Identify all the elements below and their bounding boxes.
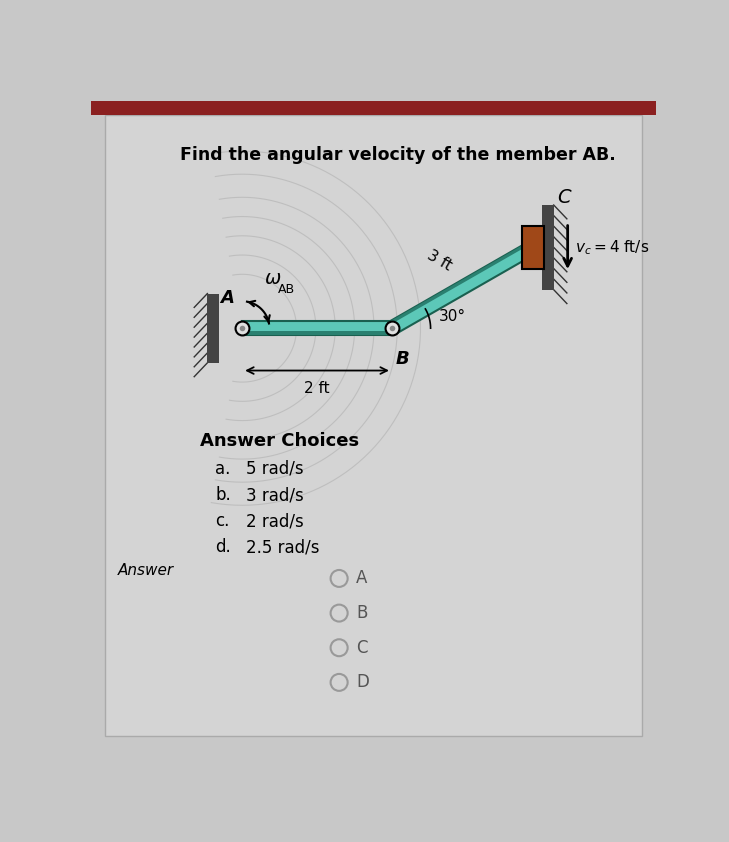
- Polygon shape: [389, 242, 537, 334]
- Text: B: B: [356, 604, 367, 622]
- Text: A: A: [221, 289, 235, 306]
- Text: C: C: [558, 189, 572, 207]
- Text: $v_c = 4$ ft/s: $v_c = 4$ ft/s: [575, 238, 650, 257]
- Text: Answer Choices: Answer Choices: [200, 432, 359, 450]
- Bar: [542, 205, 554, 290]
- FancyBboxPatch shape: [105, 115, 642, 736]
- Text: D: D: [356, 674, 369, 691]
- Text: b.: b.: [215, 486, 231, 504]
- Bar: [91, 101, 656, 115]
- Bar: [242, 331, 391, 335]
- Text: AB: AB: [278, 283, 295, 296]
- Text: 3 ft: 3 ft: [424, 248, 454, 274]
- Text: c.: c.: [215, 512, 230, 530]
- Text: 3 rad/s: 3 rad/s: [246, 486, 304, 504]
- Text: 5 rad/s: 5 rad/s: [246, 460, 304, 478]
- Text: Find the angular velocity of the member AB.: Find the angular velocity of the member …: [180, 146, 616, 163]
- Text: 2.5 rad/s: 2.5 rad/s: [246, 538, 319, 557]
- Text: C: C: [356, 639, 367, 657]
- Text: 2 rad/s: 2 rad/s: [246, 512, 304, 530]
- Bar: [207, 294, 219, 363]
- Polygon shape: [389, 242, 531, 325]
- Bar: [522, 226, 544, 269]
- Text: Answer: Answer: [118, 563, 174, 578]
- Text: 30°: 30°: [438, 309, 465, 324]
- Text: A: A: [356, 569, 367, 588]
- Text: 2 ft: 2 ft: [304, 381, 330, 397]
- Text: B: B: [396, 349, 410, 368]
- Text: $\omega$: $\omega$: [264, 269, 281, 288]
- Text: a.: a.: [215, 460, 230, 478]
- Text: d.: d.: [215, 538, 231, 557]
- Bar: [242, 322, 391, 335]
